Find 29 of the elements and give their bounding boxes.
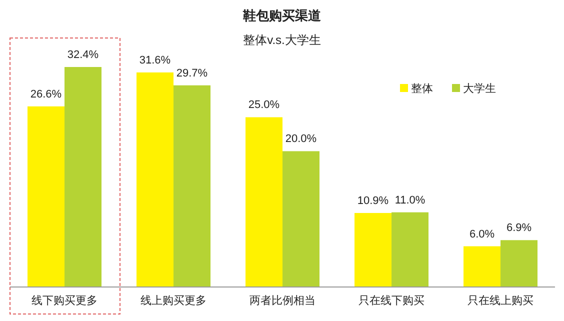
data-label: 20.0% bbox=[285, 133, 317, 146]
bar bbox=[28, 106, 64, 287]
legend-label: 大学生 bbox=[463, 82, 496, 95]
legend-label: 整体 bbox=[411, 83, 433, 95]
data-label: 6.9% bbox=[506, 222, 532, 234]
data-label: 32.4% bbox=[67, 49, 99, 61]
data-label: 29.7% bbox=[176, 67, 208, 80]
x-tick-label: 两者比例相当 bbox=[250, 294, 316, 307]
x-tick-label: 只在线下购买 bbox=[358, 294, 424, 307]
data-label: 31.6% bbox=[139, 54, 171, 66]
bar bbox=[246, 117, 282, 287]
bar bbox=[392, 212, 428, 287]
bar bbox=[500, 240, 538, 287]
bar bbox=[464, 246, 500, 287]
x-tick-label: 只在线上购买 bbox=[468, 294, 534, 307]
x-tick-label: 线下购买更多 bbox=[32, 294, 98, 307]
bar bbox=[282, 151, 320, 287]
bar bbox=[64, 67, 102, 287]
bar bbox=[136, 72, 174, 287]
x-tick-label: 线上购买更多 bbox=[140, 294, 206, 307]
chart-title: 鞋包购买渠道 bbox=[242, 8, 322, 23]
data-label: 26.6% bbox=[30, 88, 62, 100]
data-label: 25.0% bbox=[248, 99, 280, 112]
data-label: 6.0% bbox=[469, 228, 495, 240]
chart-subtitle: 整体v.s.大学生 bbox=[243, 33, 321, 47]
data-label: 10.9% bbox=[357, 194, 389, 207]
bar bbox=[174, 85, 210, 287]
bar bbox=[354, 212, 392, 287]
data-label: 11.0% bbox=[394, 194, 426, 206]
